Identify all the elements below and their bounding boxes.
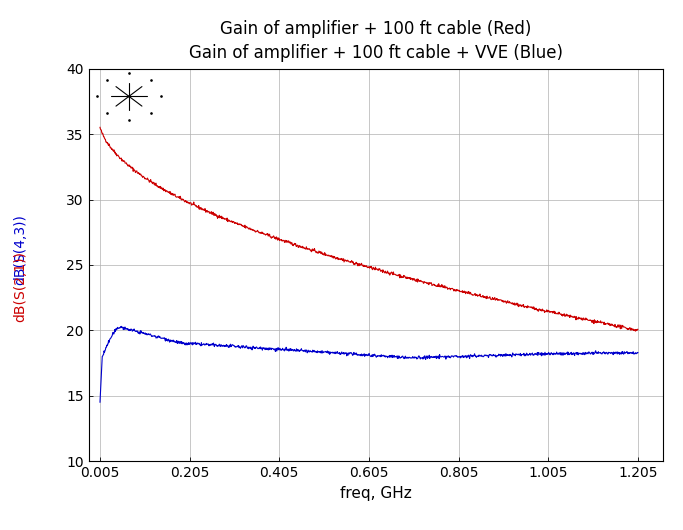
Title: Gain of amplifier + 100 ft cable (Red)
Gain of amplifier + 100 ft cable + VVE (B: Gain of amplifier + 100 ft cable (Red) G… (189, 20, 563, 62)
Text: dB(S(4,3)): dB(S(4,3)) (14, 214, 27, 285)
Text: dB(S(2,1)): dB(S(2,1)) (14, 251, 27, 322)
X-axis label: freq, GHz: freq, GHz (339, 485, 412, 500)
